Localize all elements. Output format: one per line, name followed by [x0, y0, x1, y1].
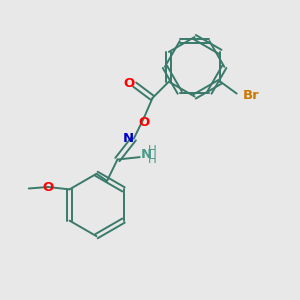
Text: N: N [123, 132, 134, 145]
Text: H: H [148, 143, 157, 157]
Text: O: O [139, 116, 150, 129]
Text: Br: Br [243, 88, 260, 101]
Text: O: O [42, 181, 54, 194]
Text: H: H [148, 153, 157, 166]
Text: N: N [141, 148, 152, 161]
Text: O: O [124, 76, 135, 90]
